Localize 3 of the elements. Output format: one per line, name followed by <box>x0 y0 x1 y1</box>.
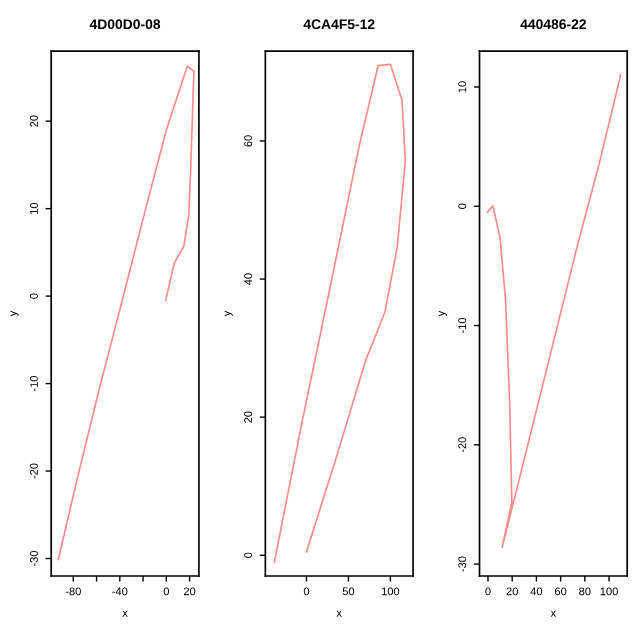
line-series <box>273 63 407 564</box>
line-series <box>57 65 195 561</box>
line-series <box>486 74 622 549</box>
